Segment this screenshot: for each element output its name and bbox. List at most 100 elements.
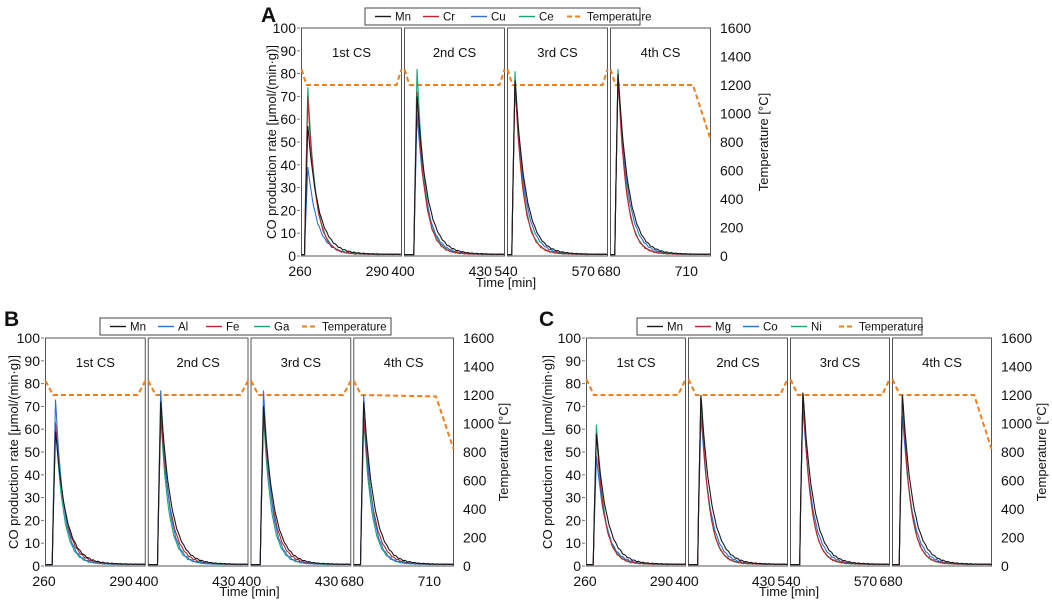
legend-label-temperature: Temperature xyxy=(587,12,652,24)
series-line-ga xyxy=(45,424,146,566)
series-line-mn xyxy=(404,96,505,256)
y-tick-label-right: 400 xyxy=(1001,501,1025,517)
y-tick-label-left: 90 xyxy=(24,353,40,369)
y-tick-label-left: 10 xyxy=(280,225,296,241)
temperature-line xyxy=(609,68,712,140)
y-tick-label-right: 800 xyxy=(1001,444,1025,460)
y-tick-label-left: 20 xyxy=(280,202,296,218)
x-tick-label: 430 xyxy=(315,573,339,589)
segment-label: 4th CS xyxy=(922,355,962,370)
x-tick-label: 400 xyxy=(238,573,262,589)
legend-box xyxy=(636,317,923,336)
series-line-mn xyxy=(586,433,686,566)
x-tick-label: 540 xyxy=(777,573,801,589)
temperature-line xyxy=(44,380,147,396)
x-tick-label: 570 xyxy=(572,263,596,279)
y-tick-label-left: 40 xyxy=(24,467,40,483)
series-line-mn xyxy=(507,80,607,256)
series-line-cr xyxy=(301,96,401,256)
temperature-line xyxy=(585,378,687,396)
y-tick-label-right: 400 xyxy=(463,501,487,517)
y-tick-label-left: 20 xyxy=(24,512,40,528)
legend-label-mg: Mg xyxy=(715,322,731,334)
segment-frame xyxy=(147,337,249,567)
segment-label: 4th CS xyxy=(641,45,681,60)
segment-4: 4th CS xyxy=(891,337,993,567)
x-tick-label: 710 xyxy=(675,263,699,279)
x-axis-title: Time [min] xyxy=(759,584,819,599)
y-tick-label-right: 1000 xyxy=(1001,416,1032,432)
segment-frame xyxy=(790,337,890,567)
panel-letter: C xyxy=(539,308,554,331)
x-tick-label: 680 xyxy=(597,263,621,279)
legend-label-mn: Mn xyxy=(130,322,146,334)
segment-label: 2nd CS xyxy=(176,355,220,370)
legend-label-ga: Ga xyxy=(274,322,290,334)
x-tick-label: 680 xyxy=(341,573,365,589)
y-tick-label-right: 1600 xyxy=(720,20,751,36)
legend-box xyxy=(364,7,641,26)
series-line-ce xyxy=(301,87,401,256)
segment-label: 2nd CS xyxy=(716,355,760,370)
legend-label-ce: Ce xyxy=(539,12,554,24)
y-tick-label-left: 50 xyxy=(565,444,581,460)
panel-a: A010203040506070809010002004006008001000… xyxy=(261,4,771,290)
y-tick-label-left: 80 xyxy=(280,66,296,82)
legend-label-fe: Fe xyxy=(226,322,239,334)
y-tick-label-left: 80 xyxy=(565,376,581,392)
legend-label-mn: Mn xyxy=(395,12,411,24)
legend-label-temperature: Temperature xyxy=(322,322,387,334)
y-tick-label-left: 30 xyxy=(24,490,40,506)
segment-3: 3rd CS xyxy=(250,337,352,567)
segment-frame xyxy=(610,27,711,257)
temperature-line xyxy=(352,380,455,450)
temperature-line xyxy=(789,378,891,396)
segment-1: 1st CS xyxy=(44,337,147,567)
segment-frame xyxy=(45,337,146,567)
temperature-line xyxy=(506,68,609,86)
segment-1: 1st CS xyxy=(585,337,687,567)
segment-label: 1st CS xyxy=(332,45,371,60)
x-tick-label: 260 xyxy=(573,573,597,589)
legend: Mn Al Fe Ga Temperature xyxy=(99,317,392,336)
y-tick-label-left: 100 xyxy=(558,330,582,346)
segment-label: 4th CS xyxy=(384,355,424,370)
legend-label-cu: Cu xyxy=(491,12,506,24)
y-tick-label-left: 0 xyxy=(32,558,40,574)
y-tick-label-right: 1400 xyxy=(1001,359,1032,375)
series-line-mn xyxy=(688,394,788,566)
legend-label-ni: Ni xyxy=(811,322,822,334)
temperature-line xyxy=(250,380,352,396)
x-tick-label: 290 xyxy=(650,573,674,589)
y-tick-label-left: 60 xyxy=(280,111,296,127)
segment-3: 3rd CS xyxy=(506,27,609,257)
segment-2: 2nd CS xyxy=(687,337,789,567)
x-tick-label: 400 xyxy=(391,263,415,279)
y-tick-label-left: 60 xyxy=(24,421,40,437)
y-axis-title-right: Temperature [°C] xyxy=(1034,403,1049,501)
y-tick-label-left: 30 xyxy=(280,180,296,196)
series-line-mn xyxy=(148,401,248,566)
legend: Mn Cr Cu Ce Temperature xyxy=(364,7,652,26)
y-tick-label-right: 800 xyxy=(720,134,744,150)
series-line-ga xyxy=(353,420,454,566)
temperature-line xyxy=(687,378,789,396)
panel-letter: B xyxy=(4,308,19,331)
y-tick-label-right: 600 xyxy=(1001,473,1025,489)
y-tick-label-right: 800 xyxy=(463,444,487,460)
y-tick-label-left: 90 xyxy=(565,353,581,369)
x-tick-label: 430 xyxy=(752,573,776,589)
series-line-mn xyxy=(45,431,146,566)
legend-box xyxy=(99,317,392,336)
segment-frame xyxy=(301,27,402,257)
segment-frame xyxy=(250,337,352,567)
y-tick-label-left: 10 xyxy=(24,535,40,551)
y-tick-label-right: 200 xyxy=(463,530,487,546)
legend-label-co: Co xyxy=(763,322,778,334)
x-tick-label: 540 xyxy=(494,263,518,279)
segment-frame xyxy=(507,27,608,257)
segment-label: 3rd CS xyxy=(281,355,322,370)
segment-frame xyxy=(404,27,505,257)
panel-c: C010203040506070809010002004006008001000… xyxy=(539,308,1049,599)
